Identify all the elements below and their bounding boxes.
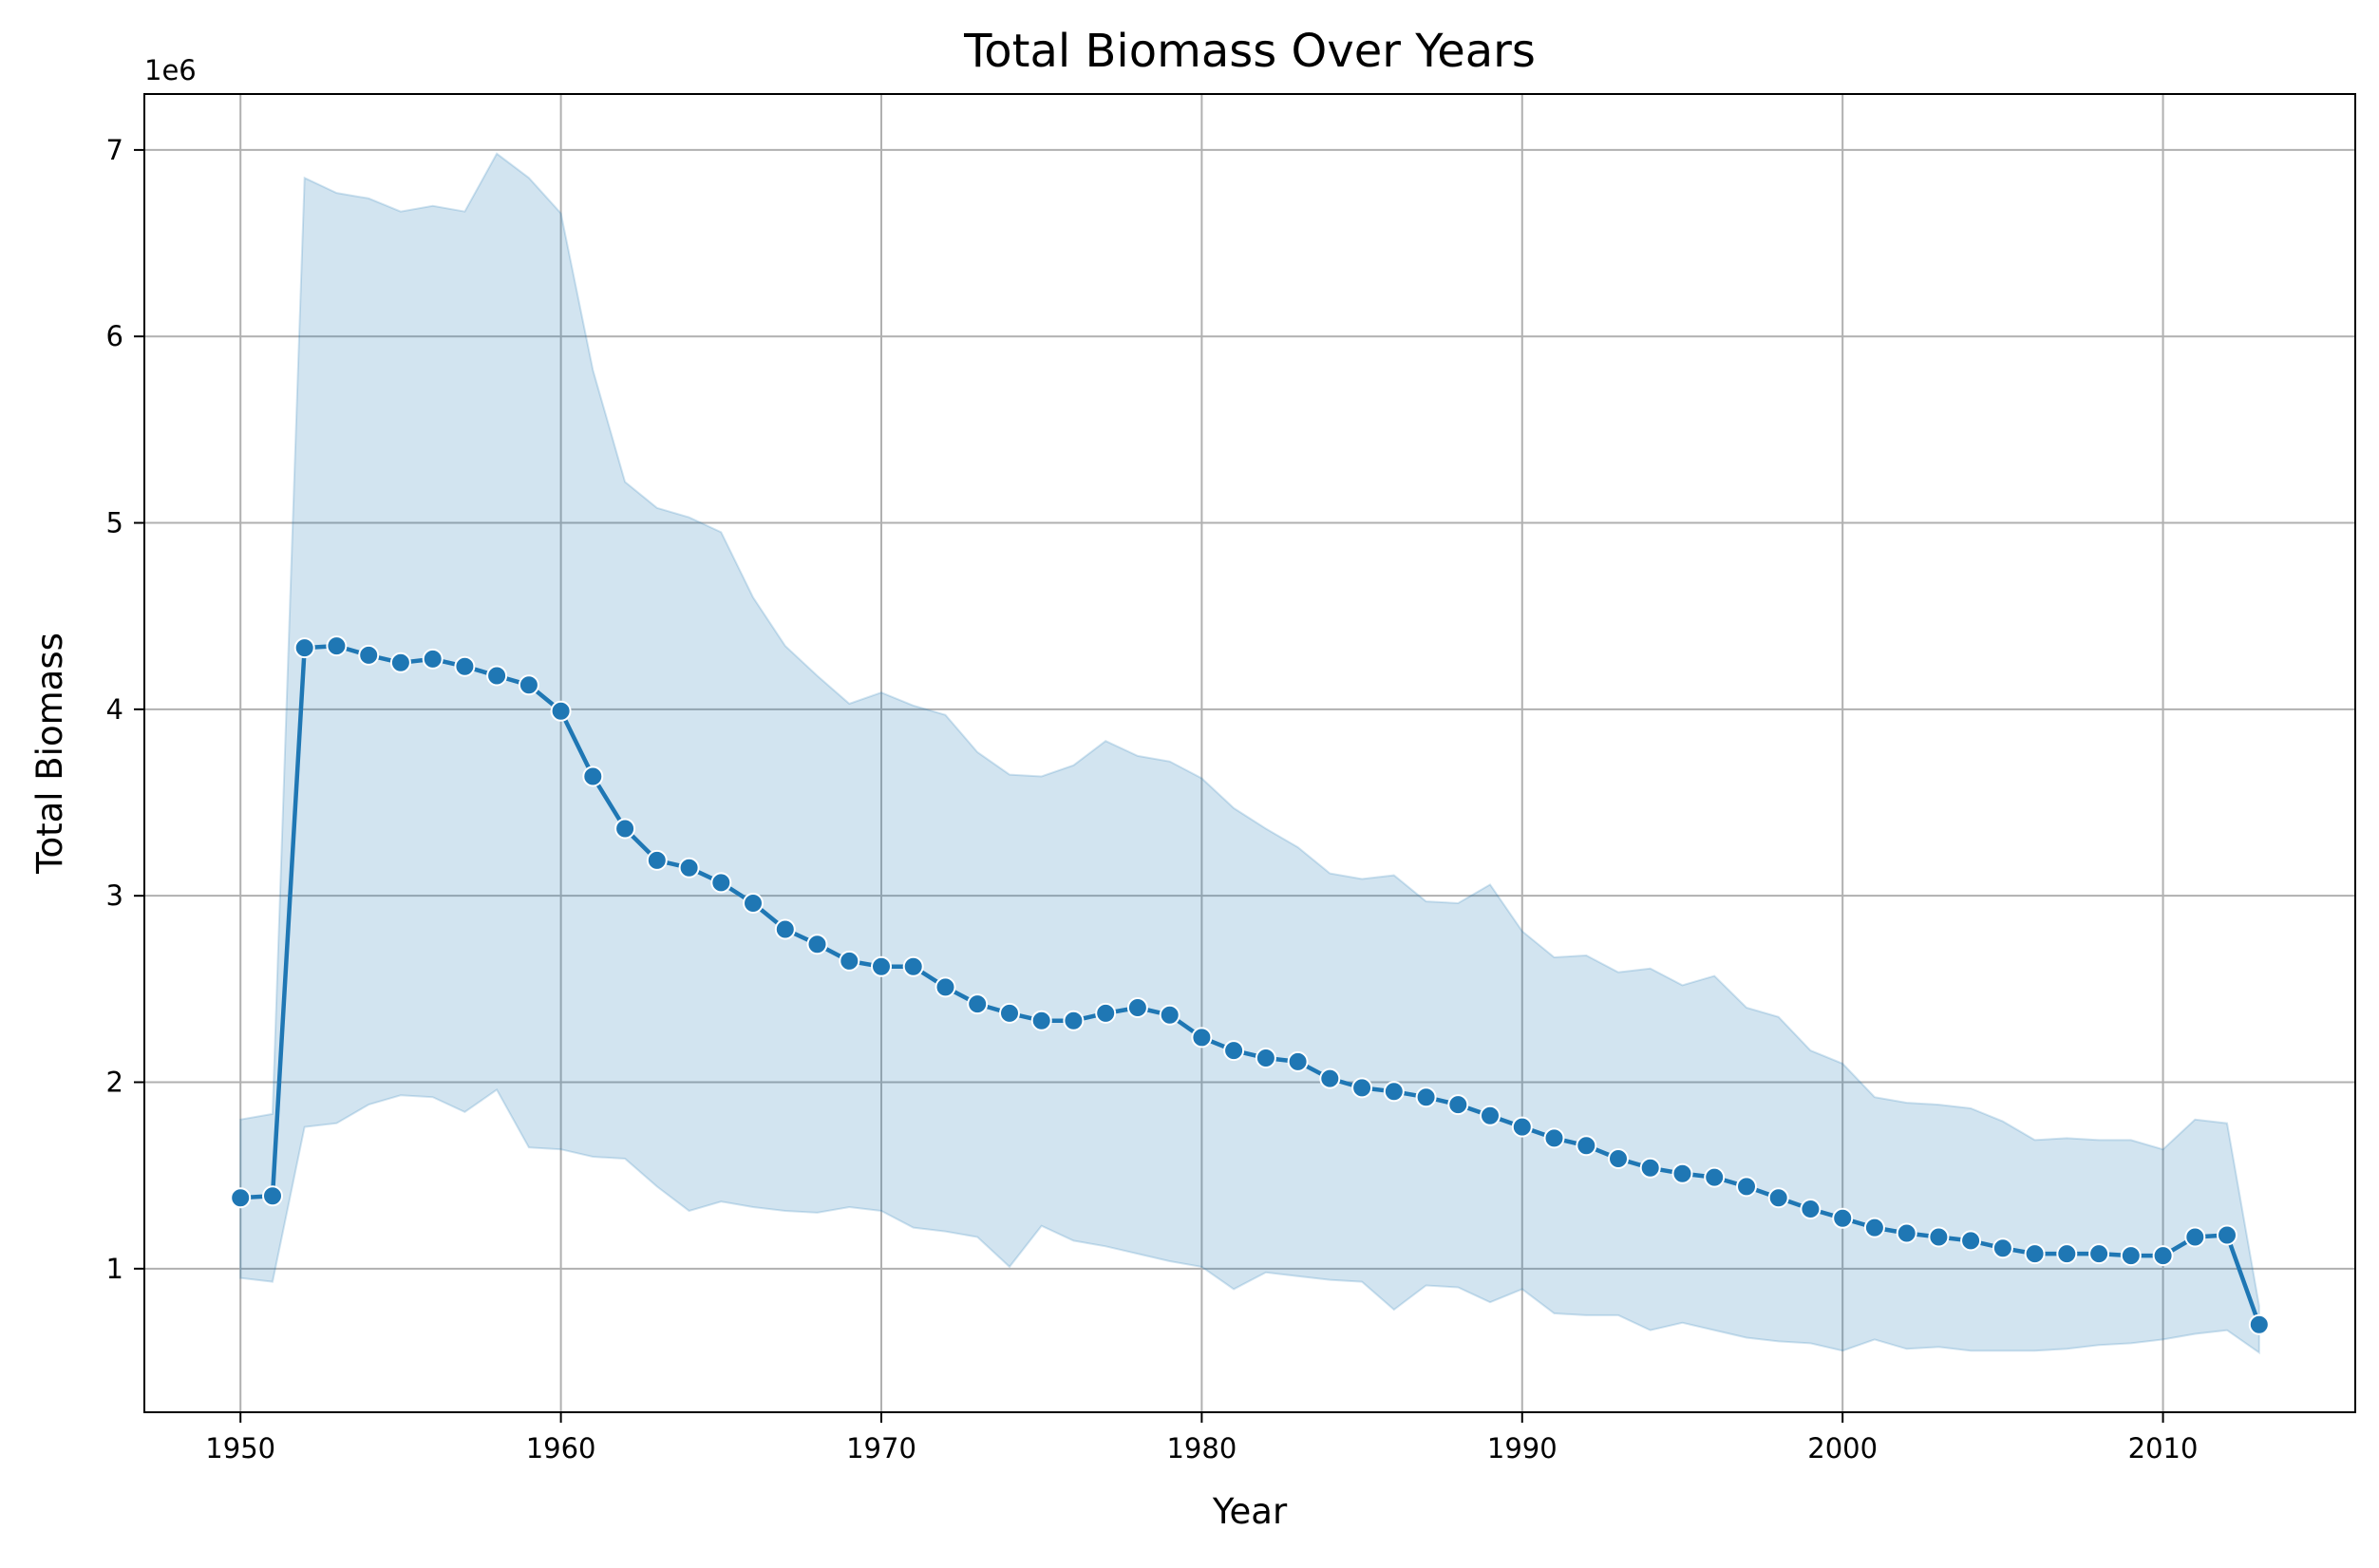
y-tick-label: 2: [106, 1067, 123, 1099]
x-axis-label: Year: [1212, 1491, 1288, 1532]
data-point: [326, 635, 348, 657]
data-point: [614, 818, 636, 840]
x-tick-label: 1970: [846, 1432, 916, 1464]
data-point: [1223, 1040, 1245, 1062]
data-point: [871, 955, 892, 977]
x-tick-label: 1980: [1166, 1432, 1237, 1464]
data-point: [1126, 997, 1148, 1018]
series-line: [240, 643, 2261, 1326]
data-point: [1095, 1002, 1117, 1024]
data-point: [710, 872, 732, 894]
x-tick-label: 1960: [526, 1432, 596, 1464]
data-point: [1351, 1077, 1373, 1099]
data-point: [678, 857, 700, 878]
y-tick-label: 5: [106, 507, 123, 539]
data-point: [422, 648, 444, 670]
data-point: [2024, 1243, 2046, 1265]
data-point: [1928, 1226, 1950, 1248]
data-point: [1639, 1157, 1661, 1179]
data-point: [486, 665, 508, 687]
data-point: [2152, 1245, 2174, 1267]
data-point: [1447, 1094, 1469, 1116]
data-point: [389, 652, 411, 673]
data-point: [1415, 1086, 1437, 1108]
data-point: [1767, 1187, 1789, 1209]
y-axis-label: Total Biomass: [29, 633, 70, 875]
data-point: [1736, 1176, 1757, 1198]
data-point: [1960, 1230, 1982, 1252]
series-line-layer: [240, 643, 2261, 1326]
x-tick-label: 1950: [205, 1432, 275, 1464]
data-point: [1480, 1105, 1501, 1126]
data-point: [646, 849, 668, 871]
data-point: [1671, 1162, 1693, 1184]
data-point: [2056, 1243, 2078, 1265]
y-axis-offset-label: 1e6: [144, 54, 197, 86]
data-point: [1608, 1148, 1629, 1169]
data-point: [1704, 1166, 1726, 1188]
data-point: [1063, 1010, 1085, 1031]
data-point: [2184, 1226, 2206, 1248]
x-tick-label: 1990: [1487, 1432, 1558, 1464]
data-point: [2120, 1245, 2142, 1267]
data-point: [2248, 1313, 2270, 1335]
grid-layer: [144, 94, 2355, 1412]
data-point: [1543, 1127, 1565, 1149]
data-point: [358, 644, 380, 666]
data-point: [743, 893, 764, 914]
data-point: [1800, 1199, 1822, 1219]
x-tick-label: 2010: [2128, 1432, 2199, 1464]
data-point: [582, 765, 604, 787]
data-point: [454, 655, 476, 677]
data-point: [839, 950, 860, 972]
data-point: [1863, 1217, 1885, 1238]
data-point: [550, 700, 572, 722]
data-point: [1159, 1004, 1180, 1026]
tick-layer: 1950 1960 1970 1980 1990 2000 2010 1 2 3 4 5 6 7: [106, 134, 2199, 1464]
data-point: [774, 918, 796, 940]
y-tick-label: 4: [106, 693, 123, 726]
data-point: [999, 1002, 1020, 1024]
y-tick-label: 7: [106, 134, 123, 166]
data-point: [1992, 1237, 2013, 1259]
data-point: [902, 955, 924, 977]
data-point: [518, 674, 539, 696]
data-point: [1576, 1135, 1597, 1157]
data-point: [230, 1187, 252, 1209]
data-point: [1255, 1048, 1276, 1068]
data-point: [1896, 1222, 1917, 1244]
plot-frame: [143, 93, 2356, 1413]
data-point: [1287, 1050, 1309, 1072]
data-point: [935, 976, 956, 998]
confidence-band-layer: [239, 152, 2260, 1355]
series-points-layer: [230, 635, 2270, 1335]
data-point: [262, 1185, 283, 1207]
data-point: [1191, 1027, 1213, 1048]
data-point: [1030, 1010, 1052, 1031]
y-tick-label: 3: [106, 879, 123, 912]
x-tick-label: 2000: [1807, 1432, 1878, 1464]
data-point: [2088, 1243, 2110, 1265]
y-tick-label: 1: [106, 1253, 123, 1285]
data-point: [806, 934, 828, 955]
data-point: [293, 637, 315, 659]
data-point: [2217, 1224, 2237, 1246]
data-point: [1832, 1207, 1854, 1229]
data-point: [1383, 1081, 1405, 1103]
data-point: [967, 993, 989, 1015]
data-point: [1511, 1116, 1533, 1138]
data-point: [1319, 1067, 1341, 1089]
confidence-band: [239, 152, 2260, 1355]
chart-title: Total Biomass Over Years: [963, 25, 1536, 78]
y-tick-label: 6: [106, 320, 123, 352]
